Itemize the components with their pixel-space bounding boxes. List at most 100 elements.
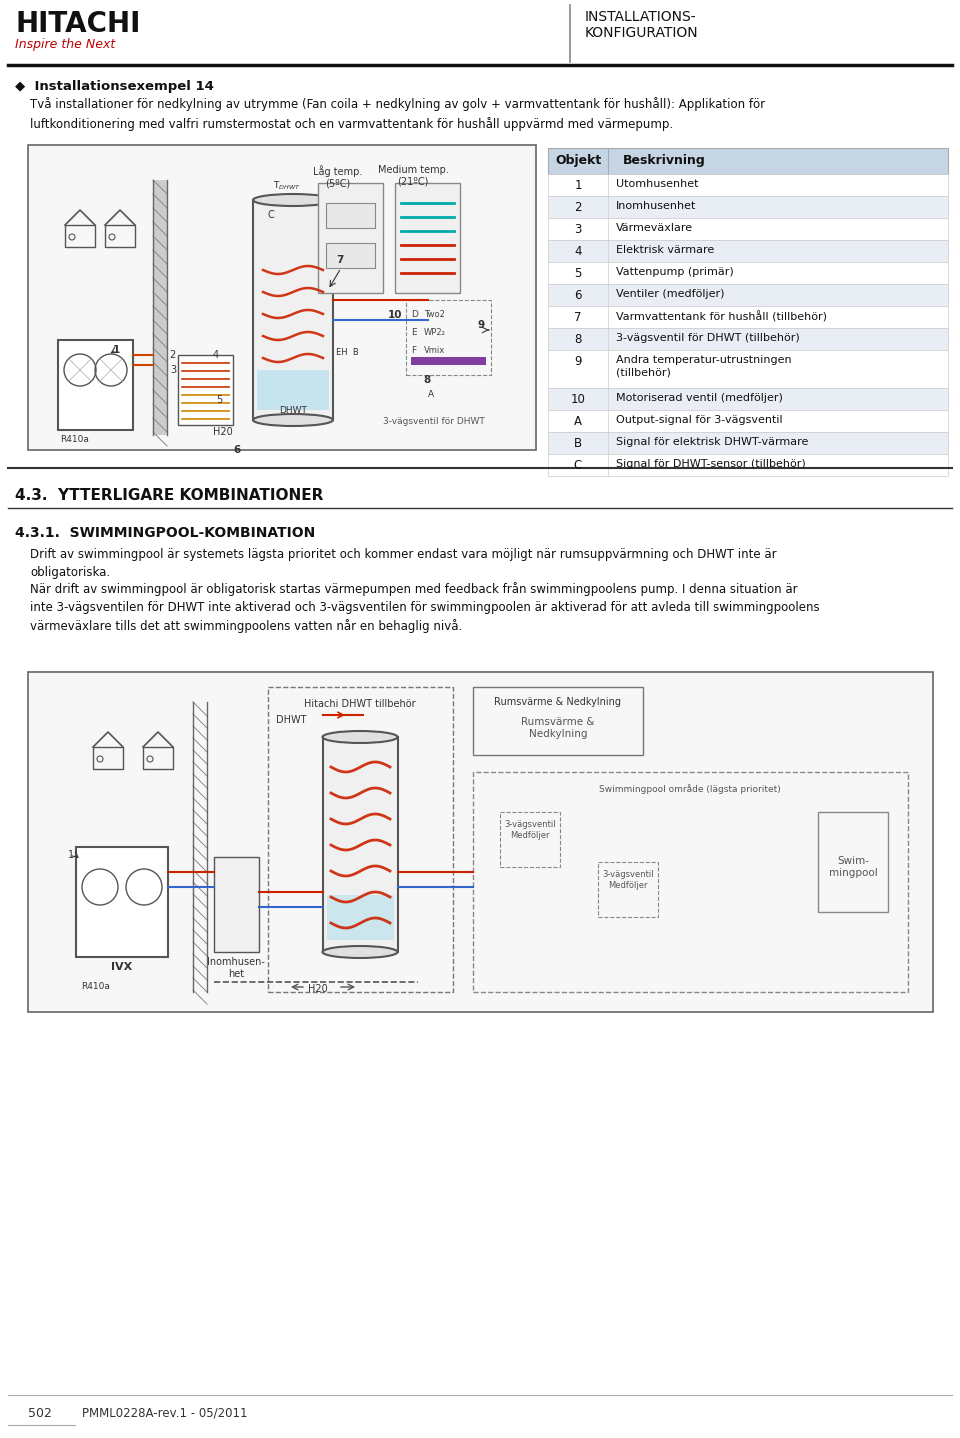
Text: 2: 2	[574, 201, 582, 214]
Text: Utomhusenhet: Utomhusenhet	[616, 178, 699, 188]
Bar	[548, 349, 948, 388]
Bar	[153, 180, 167, 436]
Text: 10: 10	[570, 393, 586, 406]
Bar	[178, 355, 233, 426]
Text: Two2: Two2	[424, 311, 444, 319]
Text: DHWT: DHWT	[276, 715, 306, 725]
Text: 1: 1	[68, 850, 74, 860]
Text: IVX: IVX	[111, 962, 132, 972]
Text: 1: 1	[113, 345, 120, 355]
Text: Andra temperatur-utrustningen
(tillbehör): Andra temperatur-utrustningen (tillbehör…	[616, 355, 792, 378]
Bar	[105, 224, 135, 247]
Bar	[548, 454, 948, 476]
Text: Vmix: Vmix	[424, 347, 445, 355]
Bar	[76, 847, 168, 958]
Text: F: F	[411, 347, 416, 355]
Text: Två installationer för nedkylning av utrymme (Fan coila + nedkylning av golv + v: Två installationer för nedkylning av utr…	[30, 96, 765, 131]
Bar	[473, 772, 908, 992]
Text: 3: 3	[574, 223, 582, 236]
Bar	[548, 328, 948, 349]
Text: 8: 8	[574, 334, 582, 347]
Text: Inomhusenhet: Inomhusenhet	[616, 201, 696, 211]
Text: 4.3.1.  SWIMMINGPOOL-KOMBINATION: 4.3.1. SWIMMINGPOOL-KOMBINATION	[15, 526, 315, 541]
Bar	[28, 145, 536, 450]
Bar	[598, 861, 658, 917]
Bar	[548, 410, 948, 431]
Text: 2: 2	[170, 349, 176, 360]
Text: Vattenpump (primär): Vattenpump (primär)	[616, 267, 733, 278]
Text: 4.3.  YTTERLIGARE KOMBINATIONER: 4.3. YTTERLIGARE KOMBINATIONER	[15, 487, 324, 503]
Bar	[548, 262, 948, 283]
Text: ◆  Installationsexempel 14: ◆ Installationsexempel 14	[15, 81, 214, 93]
Bar	[257, 370, 329, 410]
Text: 7: 7	[574, 311, 582, 324]
Text: DHWT: DHWT	[279, 406, 307, 416]
Text: 3-vägsventil för DHWT: 3-vägsventil för DHWT	[383, 417, 485, 426]
Text: 3: 3	[170, 365, 176, 375]
Bar	[143, 746, 173, 769]
Text: HITACHI: HITACHI	[15, 10, 140, 37]
Bar	[548, 240, 948, 262]
Bar	[93, 746, 123, 769]
Bar	[323, 738, 398, 952]
Bar	[326, 203, 375, 229]
Ellipse shape	[323, 731, 397, 743]
Text: D: D	[411, 311, 418, 319]
Text: Elektrisk värmare: Elektrisk värmare	[616, 244, 714, 255]
Text: E: E	[411, 328, 417, 336]
Bar	[548, 306, 948, 328]
Text: Swimmingpool område (lägsta prioritet): Swimmingpool område (lägsta prioritet)	[599, 784, 780, 794]
Bar	[406, 301, 491, 375]
Text: Signal för elektrisk DHWT-värmare: Signal för elektrisk DHWT-värmare	[616, 437, 808, 447]
Bar	[548, 388, 948, 410]
Text: Ventiler (medföljer): Ventiler (medföljer)	[616, 289, 725, 299]
Text: Varmvattentank för hushåll (tillbehör): Varmvattentank för hushåll (tillbehör)	[616, 311, 827, 322]
Text: 9: 9	[574, 355, 582, 368]
Bar	[395, 183, 460, 293]
Text: A: A	[574, 416, 582, 429]
Text: 6: 6	[233, 444, 240, 454]
Text: Objekt: Objekt	[555, 154, 601, 167]
Bar	[500, 812, 560, 867]
Text: R410a: R410a	[81, 982, 109, 991]
Text: A: A	[428, 390, 434, 398]
Text: INSTALLATIONS-
KONFIGURATION: INSTALLATIONS- KONFIGURATION	[585, 10, 699, 40]
Ellipse shape	[253, 194, 333, 206]
Bar	[28, 672, 933, 1012]
Bar	[318, 183, 383, 293]
Text: 3-vägsventil
Medföljer: 3-vägsventil Medföljer	[602, 870, 654, 890]
Text: 10: 10	[388, 311, 402, 321]
Text: 9: 9	[478, 321, 485, 329]
Bar	[58, 339, 133, 430]
Text: PMML0228A-rev.1 - 05/2011: PMML0228A-rev.1 - 05/2011	[82, 1406, 248, 1419]
Text: Motoriserad ventil (medföljer): Motoriserad ventil (medföljer)	[616, 393, 782, 403]
Text: C: C	[574, 459, 582, 472]
Text: 4: 4	[574, 244, 582, 257]
Text: T$_{DHWT}$: T$_{DHWT}$	[273, 180, 300, 193]
Bar	[548, 174, 948, 196]
Text: H20: H20	[213, 427, 232, 437]
Text: 3-vägsventil för DHWT (tillbehör): 3-vägsventil för DHWT (tillbehör)	[616, 334, 800, 344]
Text: 1: 1	[574, 178, 582, 193]
Text: B: B	[574, 437, 582, 450]
Text: 3-vägsventil
Medföljer: 3-vägsventil Medföljer	[504, 820, 556, 840]
Bar	[548, 283, 948, 306]
Bar	[548, 148, 948, 174]
Text: Hitachi DHWT tillbehör: Hitachi DHWT tillbehör	[304, 699, 416, 709]
Text: 5: 5	[216, 395, 223, 406]
Text: Inspire the Next: Inspire the Next	[15, 37, 115, 50]
Text: När drift av swimmingpool är obligatorisk startas värmepumpen med feedback från : När drift av swimmingpool är obligatoris…	[30, 582, 820, 633]
Text: R410a: R410a	[60, 436, 89, 444]
Text: Medium temp.
(21ºC): Medium temp. (21ºC)	[377, 165, 448, 187]
Text: Output-signal för 3-vägsventil: Output-signal för 3-vägsventil	[616, 416, 782, 426]
Text: Rumsvärme &
Nedkylning: Rumsvärme & Nedkylning	[521, 718, 595, 739]
Text: 7: 7	[336, 255, 344, 265]
Text: Rumsvärme & Nedkylning: Rumsvärme & Nedkylning	[494, 697, 621, 707]
Text: Drift av swimmingpool är systemets lägsta prioritet och kommer endast vara möjli: Drift av swimmingpool är systemets lägst…	[30, 548, 777, 580]
Text: 8: 8	[423, 375, 430, 385]
Bar	[548, 196, 948, 219]
Bar	[326, 243, 375, 267]
Text: Låg temp.
(5ºC): Låg temp. (5ºC)	[313, 165, 363, 188]
Bar	[548, 431, 948, 454]
Ellipse shape	[253, 414, 333, 426]
